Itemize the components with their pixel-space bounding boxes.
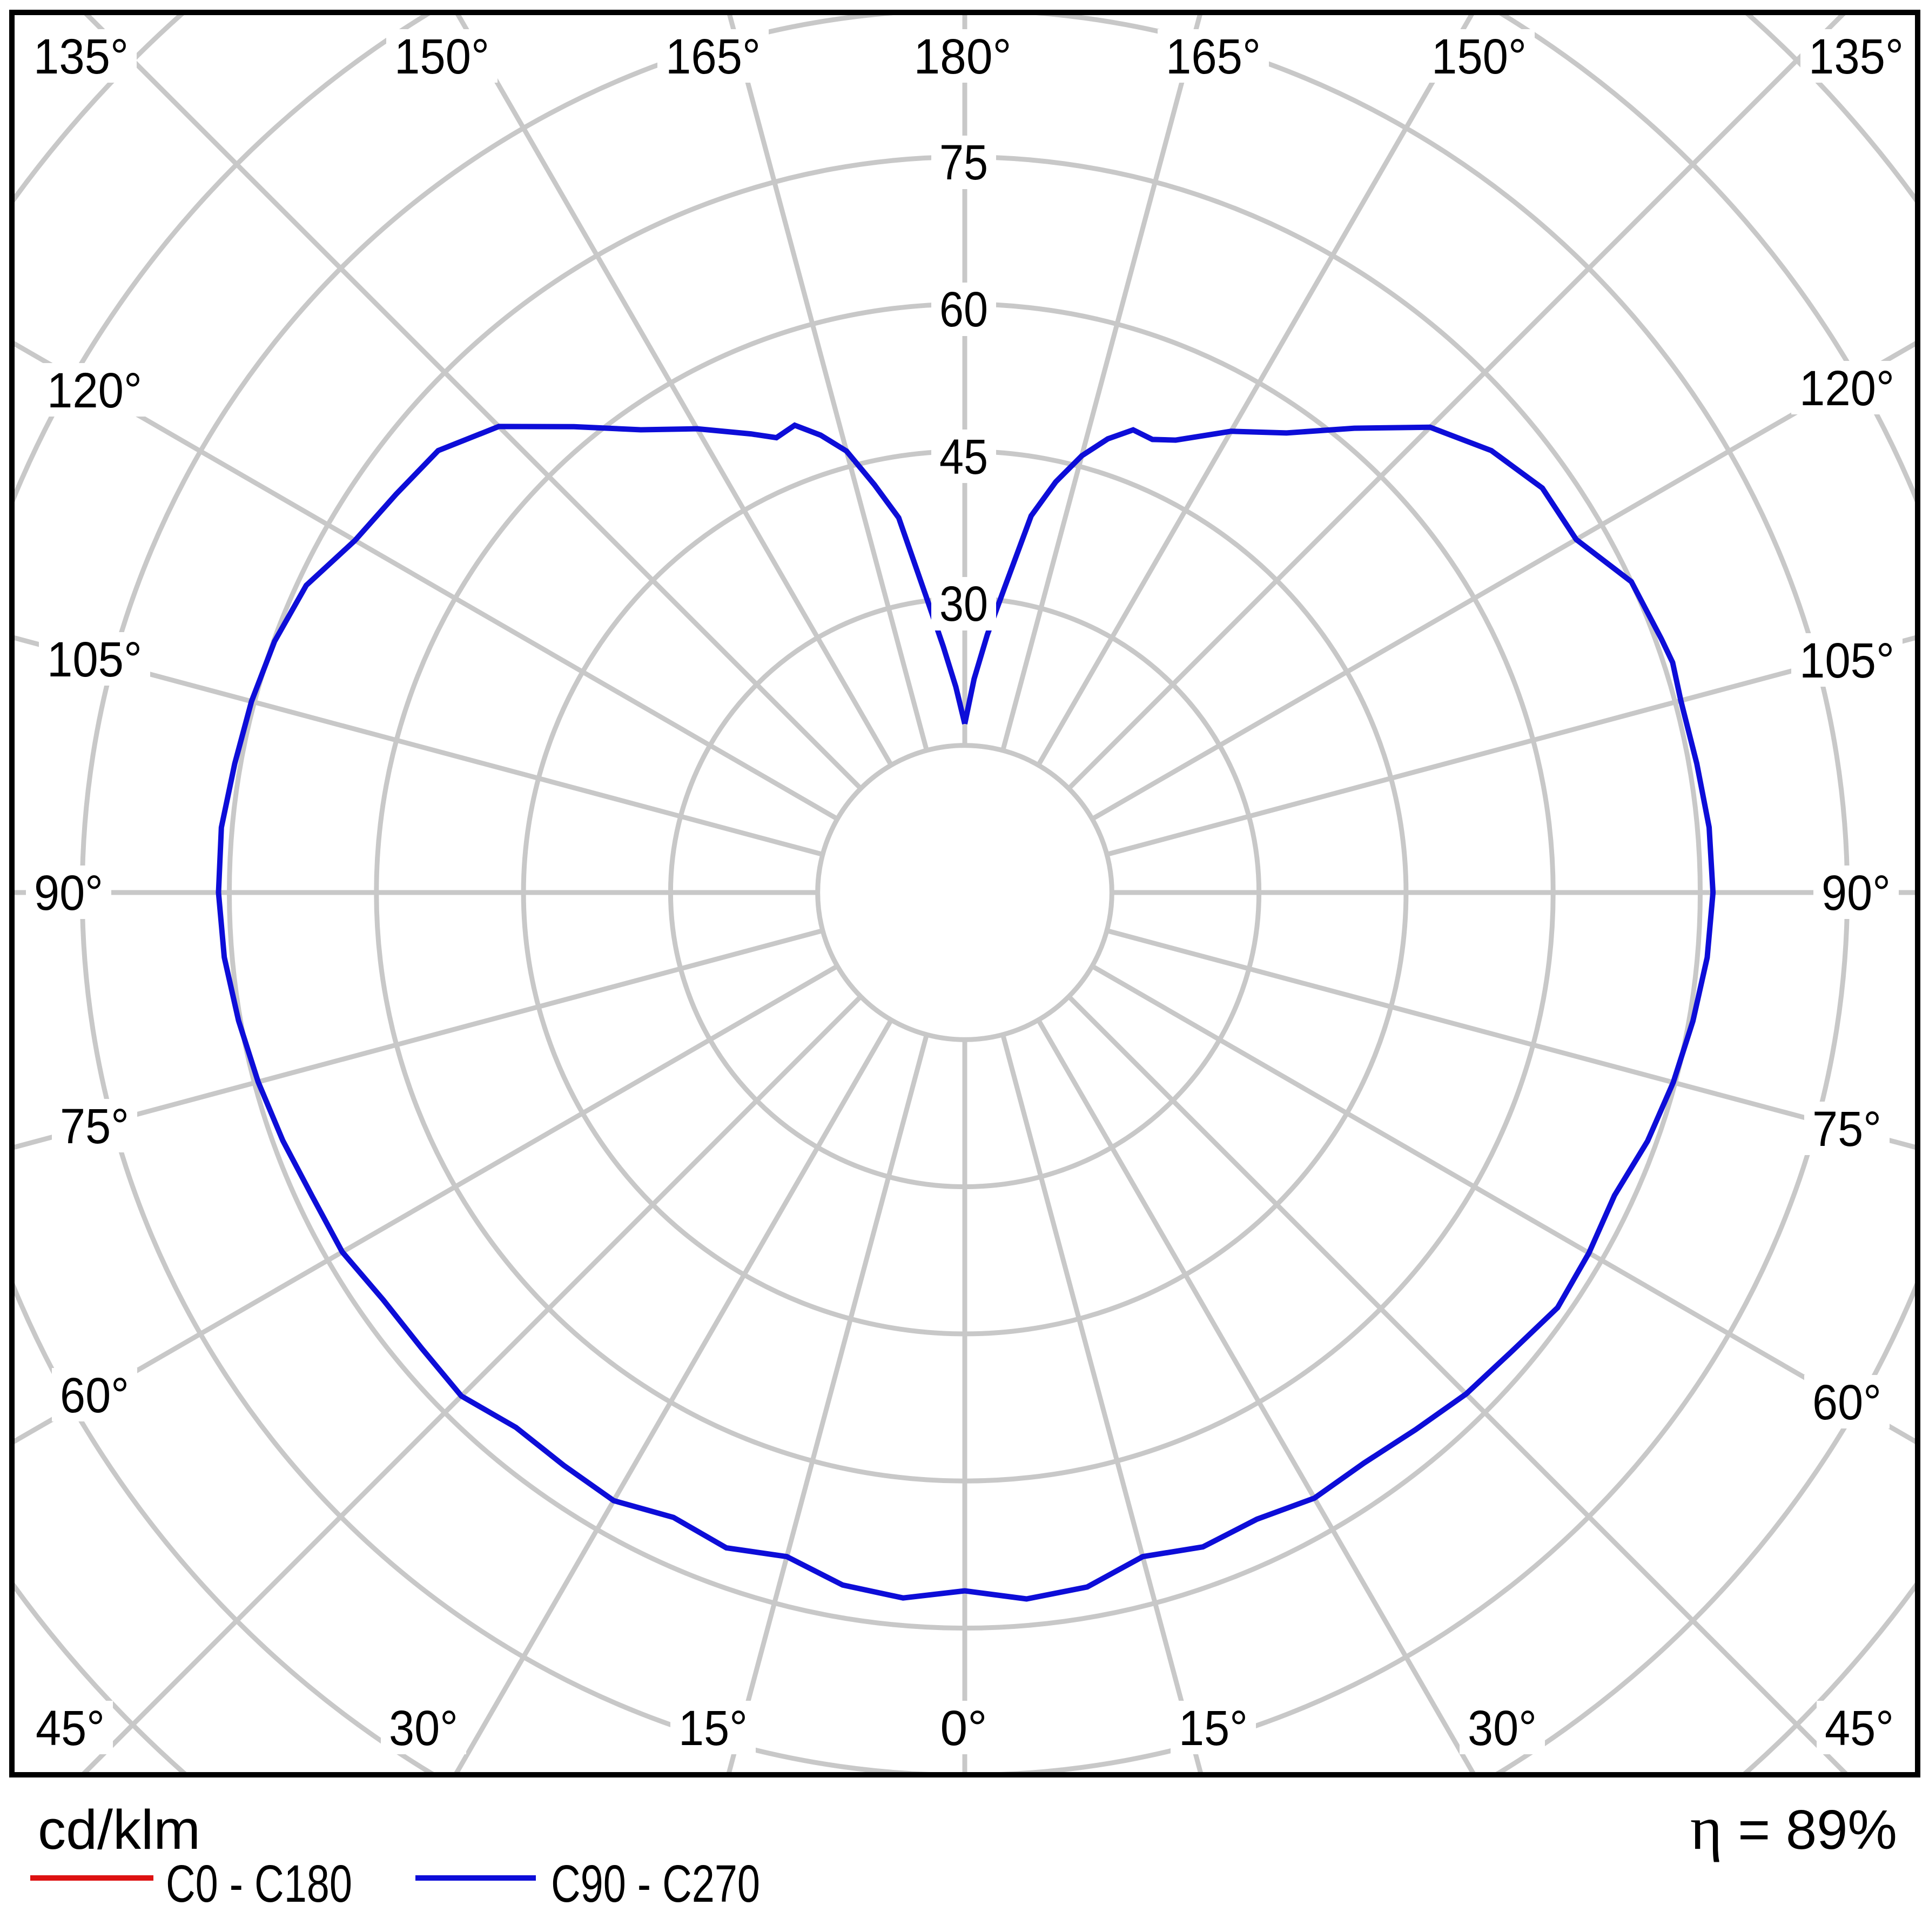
svg-text:165°: 165° (666, 29, 761, 84)
svg-text:15°: 15° (678, 1701, 748, 1756)
svg-text:C90 - C270: C90 - C270 (551, 1854, 760, 1913)
svg-text:120°: 120° (47, 363, 142, 418)
svg-text:30°: 30° (389, 1701, 458, 1756)
svg-text:15°: 15° (1179, 1701, 1248, 1756)
svg-text:η = 89%: η = 89% (1690, 1794, 1897, 1862)
svg-text:75: 75 (939, 135, 988, 190)
svg-text:45°: 45° (36, 1701, 105, 1756)
svg-text:30: 30 (939, 576, 988, 632)
svg-text:45: 45 (939, 430, 988, 485)
svg-text:120°: 120° (1799, 361, 1894, 416)
svg-text:90°: 90° (1822, 866, 1891, 921)
svg-text:45°: 45° (1825, 1701, 1894, 1756)
svg-text:0°: 0° (940, 1701, 987, 1756)
svg-text:150°: 150° (1431, 29, 1527, 84)
svg-text:60: 60 (939, 282, 988, 337)
svg-text:60°: 60° (1812, 1375, 1881, 1430)
svg-text:C0 - C180: C0 - C180 (166, 1854, 352, 1913)
svg-text:cd/klm: cd/klm (38, 1799, 200, 1861)
svg-text:90°: 90° (34, 866, 103, 921)
svg-text:135°: 135° (33, 29, 129, 84)
svg-text:150°: 150° (394, 29, 489, 84)
svg-text:75°: 75° (60, 1099, 129, 1154)
svg-text:75°: 75° (1812, 1102, 1881, 1157)
svg-text:135°: 135° (1809, 29, 1904, 84)
svg-text:60°: 60° (60, 1368, 129, 1423)
svg-text:105°: 105° (1799, 633, 1894, 688)
svg-text:165°: 165° (1166, 29, 1261, 84)
svg-text:105°: 105° (47, 632, 142, 687)
svg-text:180°: 180° (914, 29, 1012, 84)
svg-text:30°: 30° (1468, 1701, 1537, 1756)
